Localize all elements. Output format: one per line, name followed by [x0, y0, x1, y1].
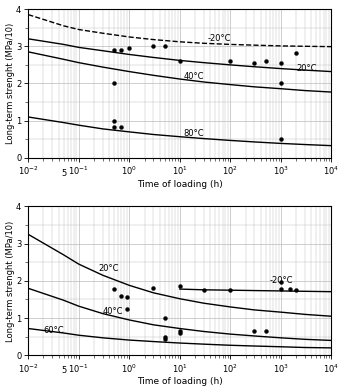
Text: 20°C: 20°C [99, 265, 119, 274]
Text: 5: 5 [61, 169, 66, 178]
Text: -20°C: -20°C [207, 34, 231, 43]
Text: 20°C: 20°C [296, 64, 317, 73]
Y-axis label: Long-term strenght (MPa/10): Long-term strenght (MPa/10) [6, 220, 14, 341]
Text: -20°C: -20°C [270, 276, 293, 285]
Text: 40°C: 40°C [184, 71, 204, 80]
X-axis label: Time of loading (h): Time of loading (h) [137, 377, 223, 387]
Text: 60°C: 60°C [43, 326, 64, 335]
Text: 80°C: 80°C [184, 129, 205, 138]
Y-axis label: Long-term strenght (MPa/10): Long-term strenght (MPa/10) [6, 23, 14, 144]
Text: 5: 5 [61, 367, 66, 376]
Text: 40°C: 40°C [103, 307, 124, 316]
X-axis label: Time of loading (h): Time of loading (h) [137, 180, 223, 189]
